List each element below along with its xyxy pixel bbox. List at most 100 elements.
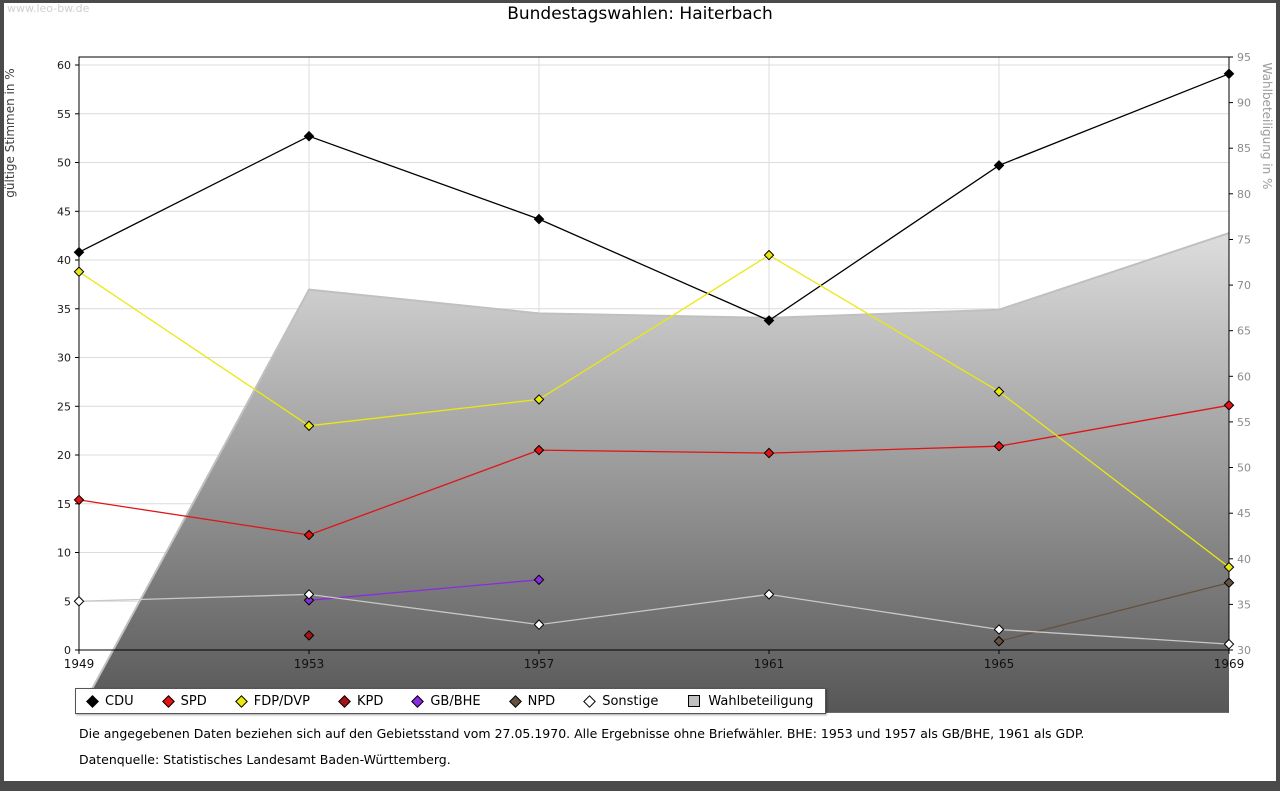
left-tick-label: 10 (57, 547, 71, 560)
left-tick-label: 40 (57, 254, 71, 267)
left-tick-label: 5 (64, 595, 71, 608)
series-sonstige (73, 589, 1235, 650)
marker-sonstige-1957 (533, 619, 545, 631)
footnote-gebietsstand: Die angegebenen Daten beziehen sich auf … (79, 726, 1085, 741)
watermark: www.leo-bw.de (7, 2, 90, 15)
turnout-area-edge (78, 232, 1230, 714)
plot-frame (78, 56, 1230, 651)
diamond-marker-icon (411, 694, 425, 708)
marker-cdu-1957 (533, 213, 545, 225)
right-tick-label: 85 (1237, 142, 1251, 155)
right-tick-label: 35 (1237, 598, 1251, 611)
diamond-marker-icon (86, 694, 99, 708)
marker-gb-bhe-1953 (303, 594, 315, 606)
diamond-marker-icon (583, 694, 597, 708)
marker-cdu-1953 (303, 130, 315, 142)
left-tick-label: 50 (57, 157, 71, 170)
right-tick-label: 45 (1237, 507, 1251, 520)
right-axis-title: Wahlbeteiligung in % (1260, 63, 1274, 190)
right-tick-label: 40 (1237, 553, 1251, 566)
left-tick-label: 60 (57, 59, 71, 72)
right-tick-label: 65 (1237, 325, 1251, 338)
legend-label: SPD (180, 693, 207, 709)
marker-npd-1969 (1223, 577, 1235, 589)
diamond-marker-icon (338, 694, 351, 708)
year-tick-label: 1965 (984, 657, 1015, 671)
right-tick-label: 50 (1237, 462, 1251, 475)
right-tick-label: 55 (1237, 416, 1251, 429)
legend: CDU SPD FDP/DVP KPD GB/BHE NPD Sonstige Wahlbet… (75, 688, 827, 714)
legend-label: FDP/DVP (253, 693, 310, 709)
marker-gb-bhe-1957 (533, 574, 545, 586)
marker-cdu-1965 (993, 160, 1005, 171)
left-tick-label: 45 (57, 205, 71, 218)
marker-fdp-dvp-1965 (993, 386, 1005, 397)
marker-sonstige-1969 (1223, 638, 1235, 650)
right-tick-label: 80 (1237, 188, 1251, 201)
turnout-area-fill (79, 233, 1229, 713)
legend-item-gb-bhe: GB/BHE (411, 693, 481, 709)
year-tick-label: 1961 (754, 657, 785, 671)
footnote-datenquelle: Datenquelle: Statistisches Landesamt Bad… (79, 752, 451, 767)
year-tick-label: 1949 (64, 657, 95, 671)
election-results-chart: 0 5 10 15 20 25 30 35 40 45 50 55 60 30 35 40 45 50 55 60 65… (3, 51, 1274, 714)
right-tick-label: 90 (1237, 97, 1251, 110)
right-tick-label: 70 (1237, 279, 1251, 292)
series-fdp-dvp (73, 249, 1235, 573)
series-kpd (303, 630, 315, 641)
legend-label: CDU (105, 693, 134, 709)
series-spd (73, 399, 1235, 541)
marker-spd-1969 (1223, 399, 1235, 411)
left-tick-label: 0 (64, 644, 71, 657)
diamond-marker-icon (234, 694, 248, 708)
marker-spd-1957 (533, 444, 545, 456)
marker-spd-1961 (763, 447, 775, 459)
left-tick-label: 30 (57, 352, 71, 365)
left-axis-title: gültige Stimmen in % (3, 68, 17, 197)
legend-item-wahlbeteiligung: Wahlbeteiligung (688, 694, 813, 709)
left-tick-label: 55 (57, 108, 71, 121)
series-cdu (73, 68, 1235, 326)
legend-label: Wahlbeteiligung (708, 693, 814, 709)
page-title: Bundestagswahlen: Haiterbach (507, 4, 773, 24)
right-tick-label: 30 (1237, 644, 1251, 657)
marker-fdp-dvp-1949 (73, 266, 85, 278)
marker-fdp-dvp-1969 (1223, 561, 1235, 573)
marker-sonstige-1953 (303, 589, 315, 600)
left-tick-label: 15 (57, 498, 71, 511)
right-tick-label: 95 (1237, 51, 1251, 64)
marker-fdp-dvp-1961 (763, 249, 775, 261)
left-tick-label: 35 (57, 303, 71, 316)
marker-fdp-dvp-1953 (303, 420, 315, 432)
legend-label: KPD (356, 693, 384, 709)
right-tick-label: 75 (1237, 234, 1251, 247)
legend-item-fdp-dvp: FDP/DVP (234, 693, 310, 709)
right-tick-label: 60 (1237, 370, 1251, 383)
marker-sonstige-1949 (73, 595, 85, 607)
marker-cdu-1949 (73, 246, 85, 258)
diamond-marker-icon (161, 694, 175, 708)
series-gb-bhe (303, 574, 545, 606)
marker-cdu-1969 (1223, 68, 1235, 80)
legend-label: NPD (527, 693, 556, 709)
turnout-area (78, 232, 1230, 714)
legend-item-npd: NPD (508, 693, 556, 709)
legend-item-kpd: KPD (338, 693, 384, 709)
area-swatch-icon (688, 695, 701, 707)
marker-spd-1965 (993, 440, 1005, 452)
left-tick-label: 25 (57, 400, 71, 413)
legend-item-sonstige: Sonstige (583, 693, 659, 709)
marker-cdu-1961 (763, 315, 775, 326)
left-tick-label: 20 (57, 449, 71, 462)
year-tick-label: 1969 (1214, 657, 1245, 671)
marker-spd-1949 (73, 494, 85, 506)
marker-npd-1965 (993, 635, 1005, 647)
legend-item-spd: SPD (161, 693, 207, 709)
legend-label: Sonstige (602, 693, 659, 709)
marker-kpd-1953 (303, 630, 315, 641)
legend-label: GB/BHE (430, 693, 481, 709)
axes: 0 5 10 15 20 25 30 35 40 45 50 55 60 30 35 40 45 50 55 60 65… (3, 51, 1274, 671)
diamond-marker-icon (508, 694, 522, 708)
marker-sonstige-1965 (993, 624, 1005, 635)
marker-fdp-dvp-1957 (533, 394, 545, 405)
